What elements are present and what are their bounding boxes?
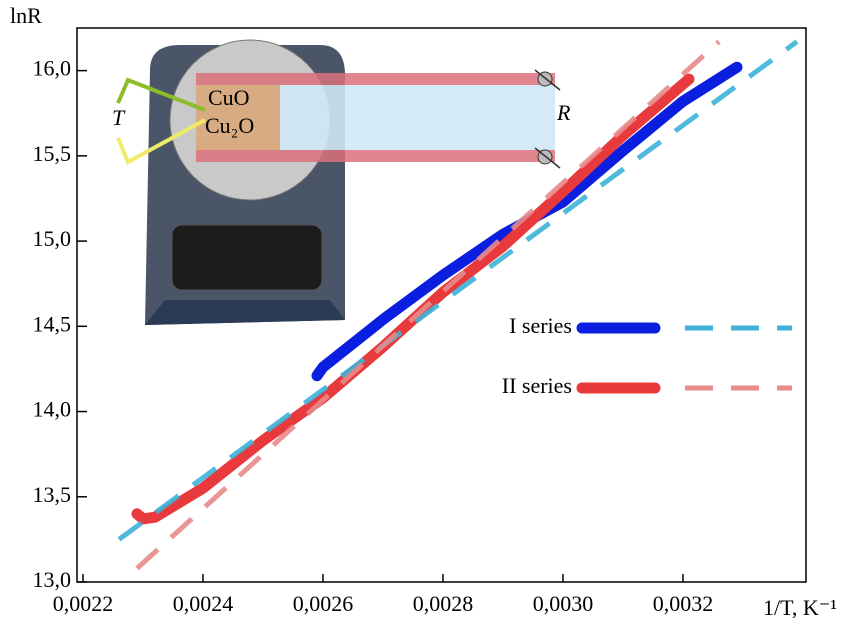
y-tick-label: 14,0	[33, 397, 72, 422]
sample-region	[280, 85, 555, 150]
y-tick-label: 14,5	[33, 311, 72, 336]
legend-label: I series	[509, 313, 572, 338]
y-axis-label: lnR	[10, 3, 42, 28]
device-base	[145, 300, 345, 325]
electrode-bottom	[196, 150, 555, 162]
x-tick-label: 0,0026	[293, 591, 354, 616]
device-slot	[172, 225, 322, 290]
x-tick-label: 0,0028	[413, 591, 474, 616]
inset-label: R	[556, 100, 571, 125]
inset-label: CuO	[208, 85, 250, 110]
inset-photo: CuO Cu₂O T R	[112, 40, 571, 325]
inset-label: T	[112, 105, 126, 130]
x-tick-label: 0,0022	[53, 591, 114, 616]
legend-label: II series	[502, 373, 572, 398]
y-tick-label: 16,0	[33, 56, 72, 81]
x-axis-label: 1/T, K⁻¹	[763, 595, 837, 620]
inset-label: Cu₂O	[205, 113, 254, 138]
y-tick-label: 15,0	[33, 226, 72, 251]
electrode-top	[196, 73, 555, 85]
y-tick-label: 15,5	[33, 141, 72, 166]
x-tick-label: 0,0024	[173, 591, 234, 616]
chart: CuO Cu₂O T R lnR 1/T, K⁻¹ 0,0022 0,0024 0,…	[0, 0, 868, 629]
x-tick-label: 0,0030	[533, 591, 594, 616]
y-tick-label: 13,5	[33, 482, 72, 507]
x-tick-label: 0,0032	[653, 591, 714, 616]
y-tick-label: 13,0	[33, 567, 72, 592]
